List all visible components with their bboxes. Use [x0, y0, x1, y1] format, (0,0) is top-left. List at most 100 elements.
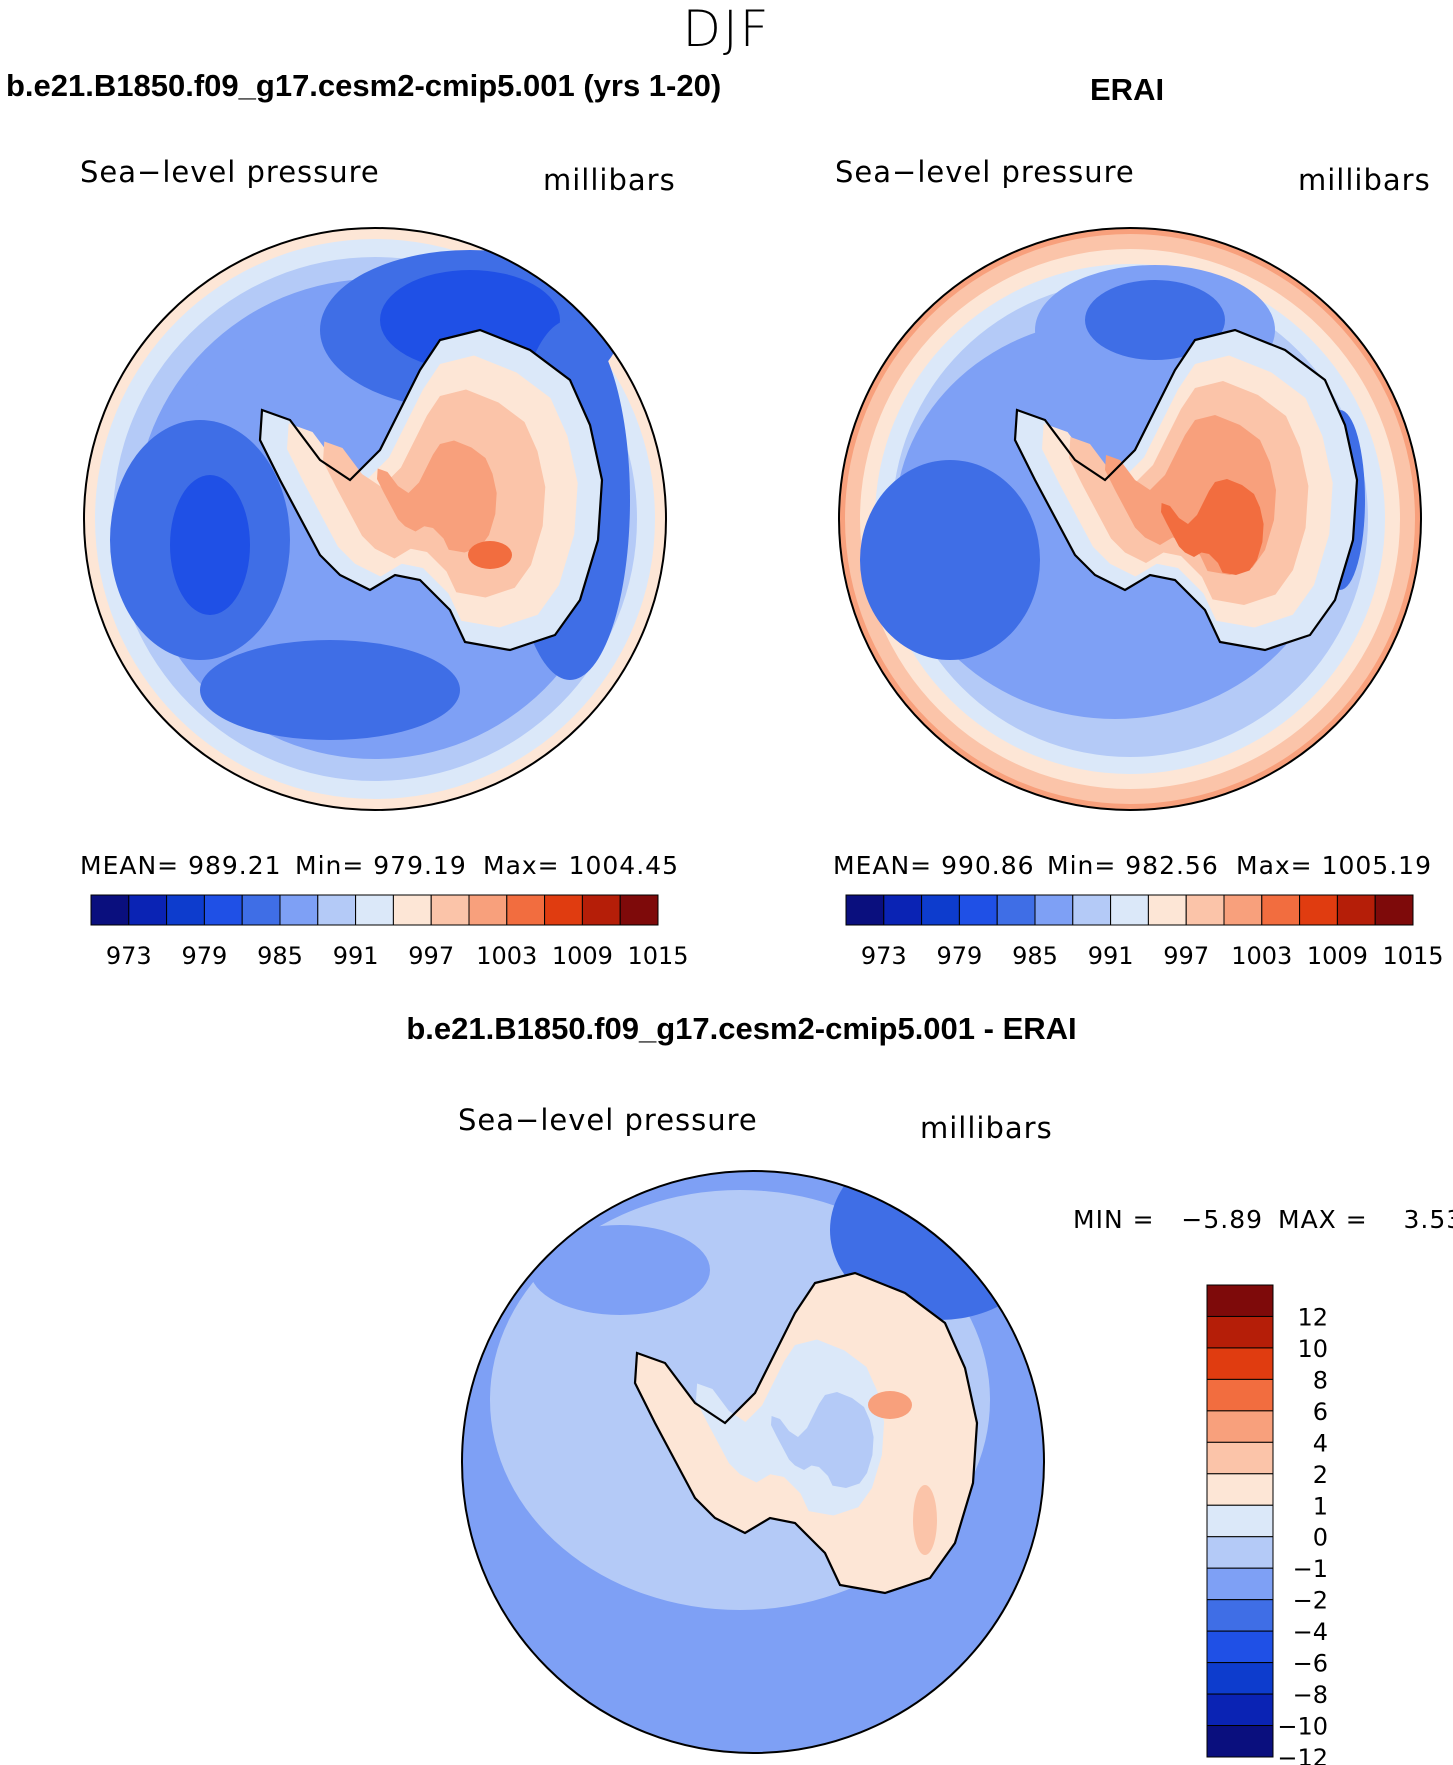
diff-colorbar-swatch	[1206, 1536, 1274, 1569]
obs-min-value: 982.56	[1125, 851, 1219, 880]
model-colorbar: 973 979 985 991 997 1003 1009 1015	[90, 894, 689, 970]
model-colorbar-tick-label: 1009	[552, 942, 613, 970]
model-colorbar-tick-label: 973	[106, 942, 152, 970]
obs-colorbar-swatch	[1374, 894, 1414, 926]
model-colorbar-swatch	[355, 894, 394, 926]
obs-colorbar-tick-label: 1015	[1382, 942, 1443, 970]
model-colorbar-swatch	[392, 894, 432, 926]
model-mean-label: MEAN=	[80, 851, 180, 880]
diff-colorbar-tick-label: −4	[1293, 1618, 1328, 1646]
model-colorbar-tick-label: 979	[181, 942, 227, 970]
model-max-value: 1004.45	[568, 851, 679, 880]
diff-colorbar-tick-label: 1	[1313, 1492, 1328, 1520]
obs-colorbar-swatch	[845, 894, 885, 926]
model-colorbar-tick-label: 985	[257, 942, 303, 970]
figure-title: DJF	[682, 0, 771, 58]
model-max-label: Max=	[483, 851, 560, 880]
model-max-stat: Max= 1004.45	[483, 851, 679, 880]
diff-colorbar-swatch	[1206, 1473, 1274, 1506]
obs-max-label: Max=	[1236, 851, 1313, 880]
diff-colorbar-swatch	[1206, 1693, 1274, 1727]
diff-max-label: MAX =	[1278, 1205, 1368, 1234]
model-colorbar-swatch	[203, 894, 243, 926]
diff-colorbar-swatch	[1206, 1347, 1274, 1380]
obs-colorbar-swatch	[1110, 894, 1149, 926]
obs-colorbar-swatch	[921, 894, 960, 926]
model-colorbar-swatch	[581, 894, 621, 926]
diff-min-label: MIN =	[1073, 1205, 1155, 1234]
model-variable-label: Sea−level pressure	[80, 155, 380, 189]
model-colorbar-swatch	[468, 894, 508, 926]
obs-map	[838, 227, 1422, 811]
obs-colorbar-swatch	[1034, 894, 1074, 926]
obs-mean-stat: MEAN= 990.86	[833, 851, 1035, 880]
obs-mean-value: 990.86	[941, 851, 1035, 880]
model-colorbar-swatch	[544, 894, 583, 926]
model-colorbar-swatch	[90, 894, 130, 926]
model-mean-value: 989.21	[188, 851, 282, 880]
model-map-border	[83, 227, 667, 811]
diff-min-stat: MIN = −5.89	[1073, 1205, 1263, 1234]
diff-colorbar-tick-label: 6	[1313, 1398, 1328, 1426]
diff-colorbar-swatch	[1206, 1630, 1274, 1664]
model-colorbar-swatch	[241, 894, 281, 926]
obs-variable-label: Sea−level pressure	[835, 155, 1135, 189]
obs-colorbar-swatch	[958, 894, 998, 926]
model-min-stat: Min= 979.19	[295, 851, 467, 880]
diff-map	[461, 1170, 1045, 1754]
diff-colorbar-swatch	[1206, 1504, 1274, 1538]
obs-colorbar-tick-label: 973	[861, 942, 907, 970]
obs-panel-title: ERAI	[1090, 72, 1165, 107]
obs-colorbar-swatch	[1336, 894, 1376, 926]
obs-colorbar-swatch	[1223, 894, 1263, 926]
diff-colorbar-tick-label: −6	[1293, 1650, 1328, 1678]
diff-colorbar-tick-label: 10	[1297, 1335, 1328, 1363]
model-colorbar-swatch	[128, 894, 168, 926]
model-min-value: 979.19	[373, 851, 467, 880]
model-colorbar-tick-label: 991	[333, 942, 379, 970]
obs-colorbar-tick-label: 985	[1012, 942, 1058, 970]
obs-colorbar-tick-label: 997	[1163, 942, 1209, 970]
obs-colorbar-swatch	[1072, 894, 1112, 926]
diff-colorbar-tick-label: −12	[1277, 1744, 1328, 1765]
obs-colorbar-swatch	[1299, 894, 1338, 926]
diff-max-value: 3.53	[1403, 1205, 1453, 1234]
obs-max-value: 1005.19	[1321, 851, 1432, 880]
diff-variable-label: Sea−level pressure	[458, 1103, 758, 1137]
obs-colorbar-swatch	[996, 894, 1036, 926]
model-colorbar-tick-label: 1003	[476, 942, 537, 970]
diff-max-stat: MAX = 3.53	[1278, 1205, 1453, 1234]
diff-colorbar-swatch	[1206, 1567, 1274, 1601]
diff-colorbar-tick-label: 0	[1313, 1524, 1328, 1552]
diff-colorbar-tick-label: 8	[1313, 1366, 1328, 1394]
obs-colorbar: 973 979 985 991 997 1003 1009 1015	[845, 894, 1444, 970]
model-colorbar-swatch	[619, 894, 659, 926]
diff-min-value: −5.89	[1181, 1205, 1264, 1234]
model-panel-title: b.e21.B1850.f09_g17.cesm2-cmip5.001 (yrs…	[6, 68, 722, 103]
model-colorbar-swatch	[506, 894, 546, 926]
obs-min-label: Min=	[1047, 851, 1117, 880]
obs-colorbar-tick-label: 979	[936, 942, 982, 970]
diff-panel-title: b.e21.B1850.f09_g17.cesm2-cmip5.001 - ER…	[406, 1011, 1077, 1046]
obs-colorbar-swatch	[1147, 894, 1187, 926]
diff-colorbar-swatch	[1206, 1410, 1274, 1443]
diff-colorbar-swatch	[1206, 1378, 1274, 1412]
model-colorbar-tick-label: 997	[408, 942, 454, 970]
model-colorbar-tick-label: 1015	[627, 942, 688, 970]
diff-colorbar-tick-label: 4	[1313, 1429, 1328, 1457]
obs-colorbar-tick-label: 991	[1088, 942, 1134, 970]
model-colorbar-swatch	[430, 894, 470, 926]
model-colorbar-swatch	[279, 894, 319, 926]
diff-units-label: millibars	[920, 1111, 1053, 1145]
diff-colorbar-swatch	[1206, 1599, 1274, 1632]
model-min-label: Min=	[295, 851, 365, 880]
obs-mean-label: MEAN=	[833, 851, 933, 880]
diff-colorbar-swatch	[1206, 1441, 1274, 1475]
diff-colorbar-tick-label: −2	[1293, 1587, 1328, 1615]
obs-max-stat: Max= 1005.19	[1236, 851, 1432, 880]
obs-map-border	[838, 227, 1422, 811]
obs-colorbar-tick-label: 1003	[1231, 942, 1292, 970]
model-map	[83, 227, 667, 811]
